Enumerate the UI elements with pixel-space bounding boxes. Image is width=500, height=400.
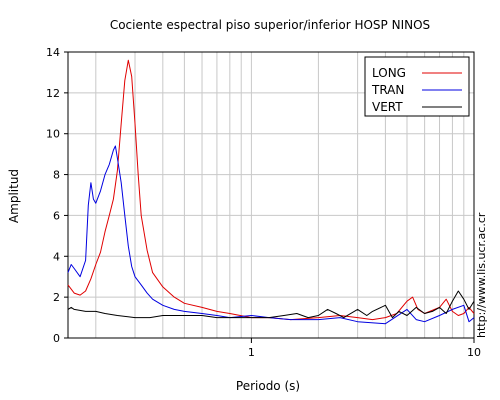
chart-title: Cociente espectral piso superior/inferio…: [110, 18, 430, 32]
legend-label-vert: VERT: [372, 100, 403, 114]
legend-label-long: LONG: [372, 66, 406, 80]
legend-box: [364, 56, 470, 117]
y-tick-label: 12: [46, 87, 60, 100]
legend-label-tran: TRAN: [371, 83, 404, 97]
x-tick-label: 10: [467, 346, 481, 359]
plot-frame: [67, 51, 475, 339]
series-lines: [67, 59, 475, 325]
x-tick-label: 1: [248, 346, 255, 359]
series-line-vert: [67, 290, 475, 319]
y-tick-label: 0: [53, 332, 60, 345]
source-url: http://www.lis.ucr.ac.cr: [475, 212, 488, 338]
legend: LONG TRAN VERT: [364, 56, 470, 117]
y-tick-label: 6: [53, 209, 60, 222]
y-tick-label: 8: [53, 169, 60, 182]
y-tick-label: 10: [46, 128, 60, 141]
axis-ticks: 0 2 4 6 8 10 12 14 1 10: [46, 46, 481, 359]
y-tick-label: 14: [46, 46, 60, 59]
x-axis-label: Periodo (s): [236, 379, 300, 393]
series-line-tran: [67, 145, 475, 325]
y-tick-label: 4: [53, 250, 60, 263]
y-axis-label: Amplitud: [7, 169, 21, 223]
y-tick-label: 2: [53, 291, 60, 304]
